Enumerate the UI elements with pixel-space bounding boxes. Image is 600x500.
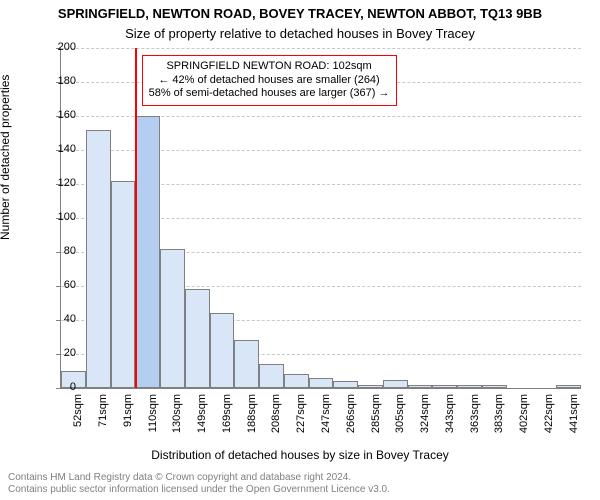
histogram-bar: [408, 385, 433, 388]
y-tick-label: 140: [36, 143, 76, 155]
x-tick-label: 383sqm: [493, 394, 505, 444]
annotation-box: SPRINGFIELD NEWTON ROAD: 102sqm ← 42% of…: [142, 55, 397, 106]
x-tick-label: 188sqm: [246, 394, 258, 444]
x-tick-label: 130sqm: [171, 394, 183, 444]
histogram-bar: [185, 289, 210, 388]
y-tick-label: 0: [36, 381, 76, 393]
x-tick-label: 363sqm: [469, 394, 481, 444]
histogram-bar: [86, 130, 111, 388]
y-tick-label: 200: [36, 41, 76, 53]
x-tick-label: 227sqm: [295, 394, 307, 444]
histogram-bar: [259, 364, 284, 388]
histogram-bar: [482, 385, 507, 388]
histogram-bar: [111, 181, 136, 388]
y-tick-label: 40: [36, 313, 76, 325]
x-tick-label: 324sqm: [419, 394, 431, 444]
y-tick-label: 100: [36, 211, 76, 223]
chart-container: SPRINGFIELD, NEWTON ROAD, BOVEY TRACEY, …: [0, 0, 600, 500]
x-tick-label: 441sqm: [568, 394, 580, 444]
annotation-line3: 58% of semi-detached houses are larger (…: [149, 87, 390, 101]
histogram-bar: [160, 249, 185, 388]
x-tick-label: 149sqm: [196, 394, 208, 444]
x-tick-label: 266sqm: [345, 394, 357, 444]
x-tick-label: 52sqm: [72, 394, 84, 444]
x-tick-label: 91sqm: [122, 394, 134, 444]
x-tick-label: 402sqm: [518, 394, 530, 444]
x-tick-label: 343sqm: [444, 394, 456, 444]
annotation-line1: SPRINGFIELD NEWTON ROAD: 102sqm: [149, 60, 390, 74]
y-tick-label: 160: [36, 109, 76, 121]
histogram-bar: [457, 385, 482, 388]
histogram-bar: [556, 385, 581, 388]
y-tick-label: 180: [36, 75, 76, 87]
chart-title-line1: SPRINGFIELD, NEWTON ROAD, BOVEY TRACEY, …: [0, 6, 600, 21]
x-tick-label: 169sqm: [221, 394, 233, 444]
histogram-bar: [309, 378, 334, 388]
y-axis-label: Number of detached properties: [0, 75, 12, 240]
highlight-marker-line: [135, 48, 137, 388]
chart-title-line2: Size of property relative to detached ho…: [0, 26, 600, 41]
y-tick-label: 120: [36, 177, 76, 189]
histogram-bar: [432, 385, 457, 388]
y-tick-label: 80: [36, 245, 76, 257]
histogram-bar: [333, 381, 358, 388]
y-tick-label: 20: [36, 347, 76, 359]
y-tick-label: 60: [36, 279, 76, 291]
x-tick-label: 305sqm: [394, 394, 406, 444]
histogram-bar: [284, 374, 309, 388]
histogram-bar: [358, 385, 383, 388]
histogram-bar: [234, 340, 259, 388]
histogram-bar: [210, 313, 235, 388]
x-tick-label: 208sqm: [270, 394, 282, 444]
x-axis-label: Distribution of detached houses by size …: [0, 448, 600, 462]
x-tick-label: 422sqm: [543, 394, 555, 444]
annotation-line2: ← 42% of detached houses are smaller (26…: [149, 74, 390, 88]
x-tick-label: 285sqm: [370, 394, 382, 444]
x-tick-label: 71sqm: [97, 394, 109, 444]
histogram-bar: [383, 380, 408, 389]
x-tick-label: 110sqm: [147, 394, 159, 444]
x-tick-label: 247sqm: [320, 394, 332, 444]
gridline: [61, 48, 581, 49]
histogram-bar: [135, 116, 160, 388]
footer-line2: Contains public sector information licen…: [8, 484, 390, 496]
plot-area: SPRINGFIELD NEWTON ROAD: 102sqm ← 42% of…: [60, 48, 581, 389]
footer-line1: Contains HM Land Registry data © Crown c…: [8, 472, 351, 484]
